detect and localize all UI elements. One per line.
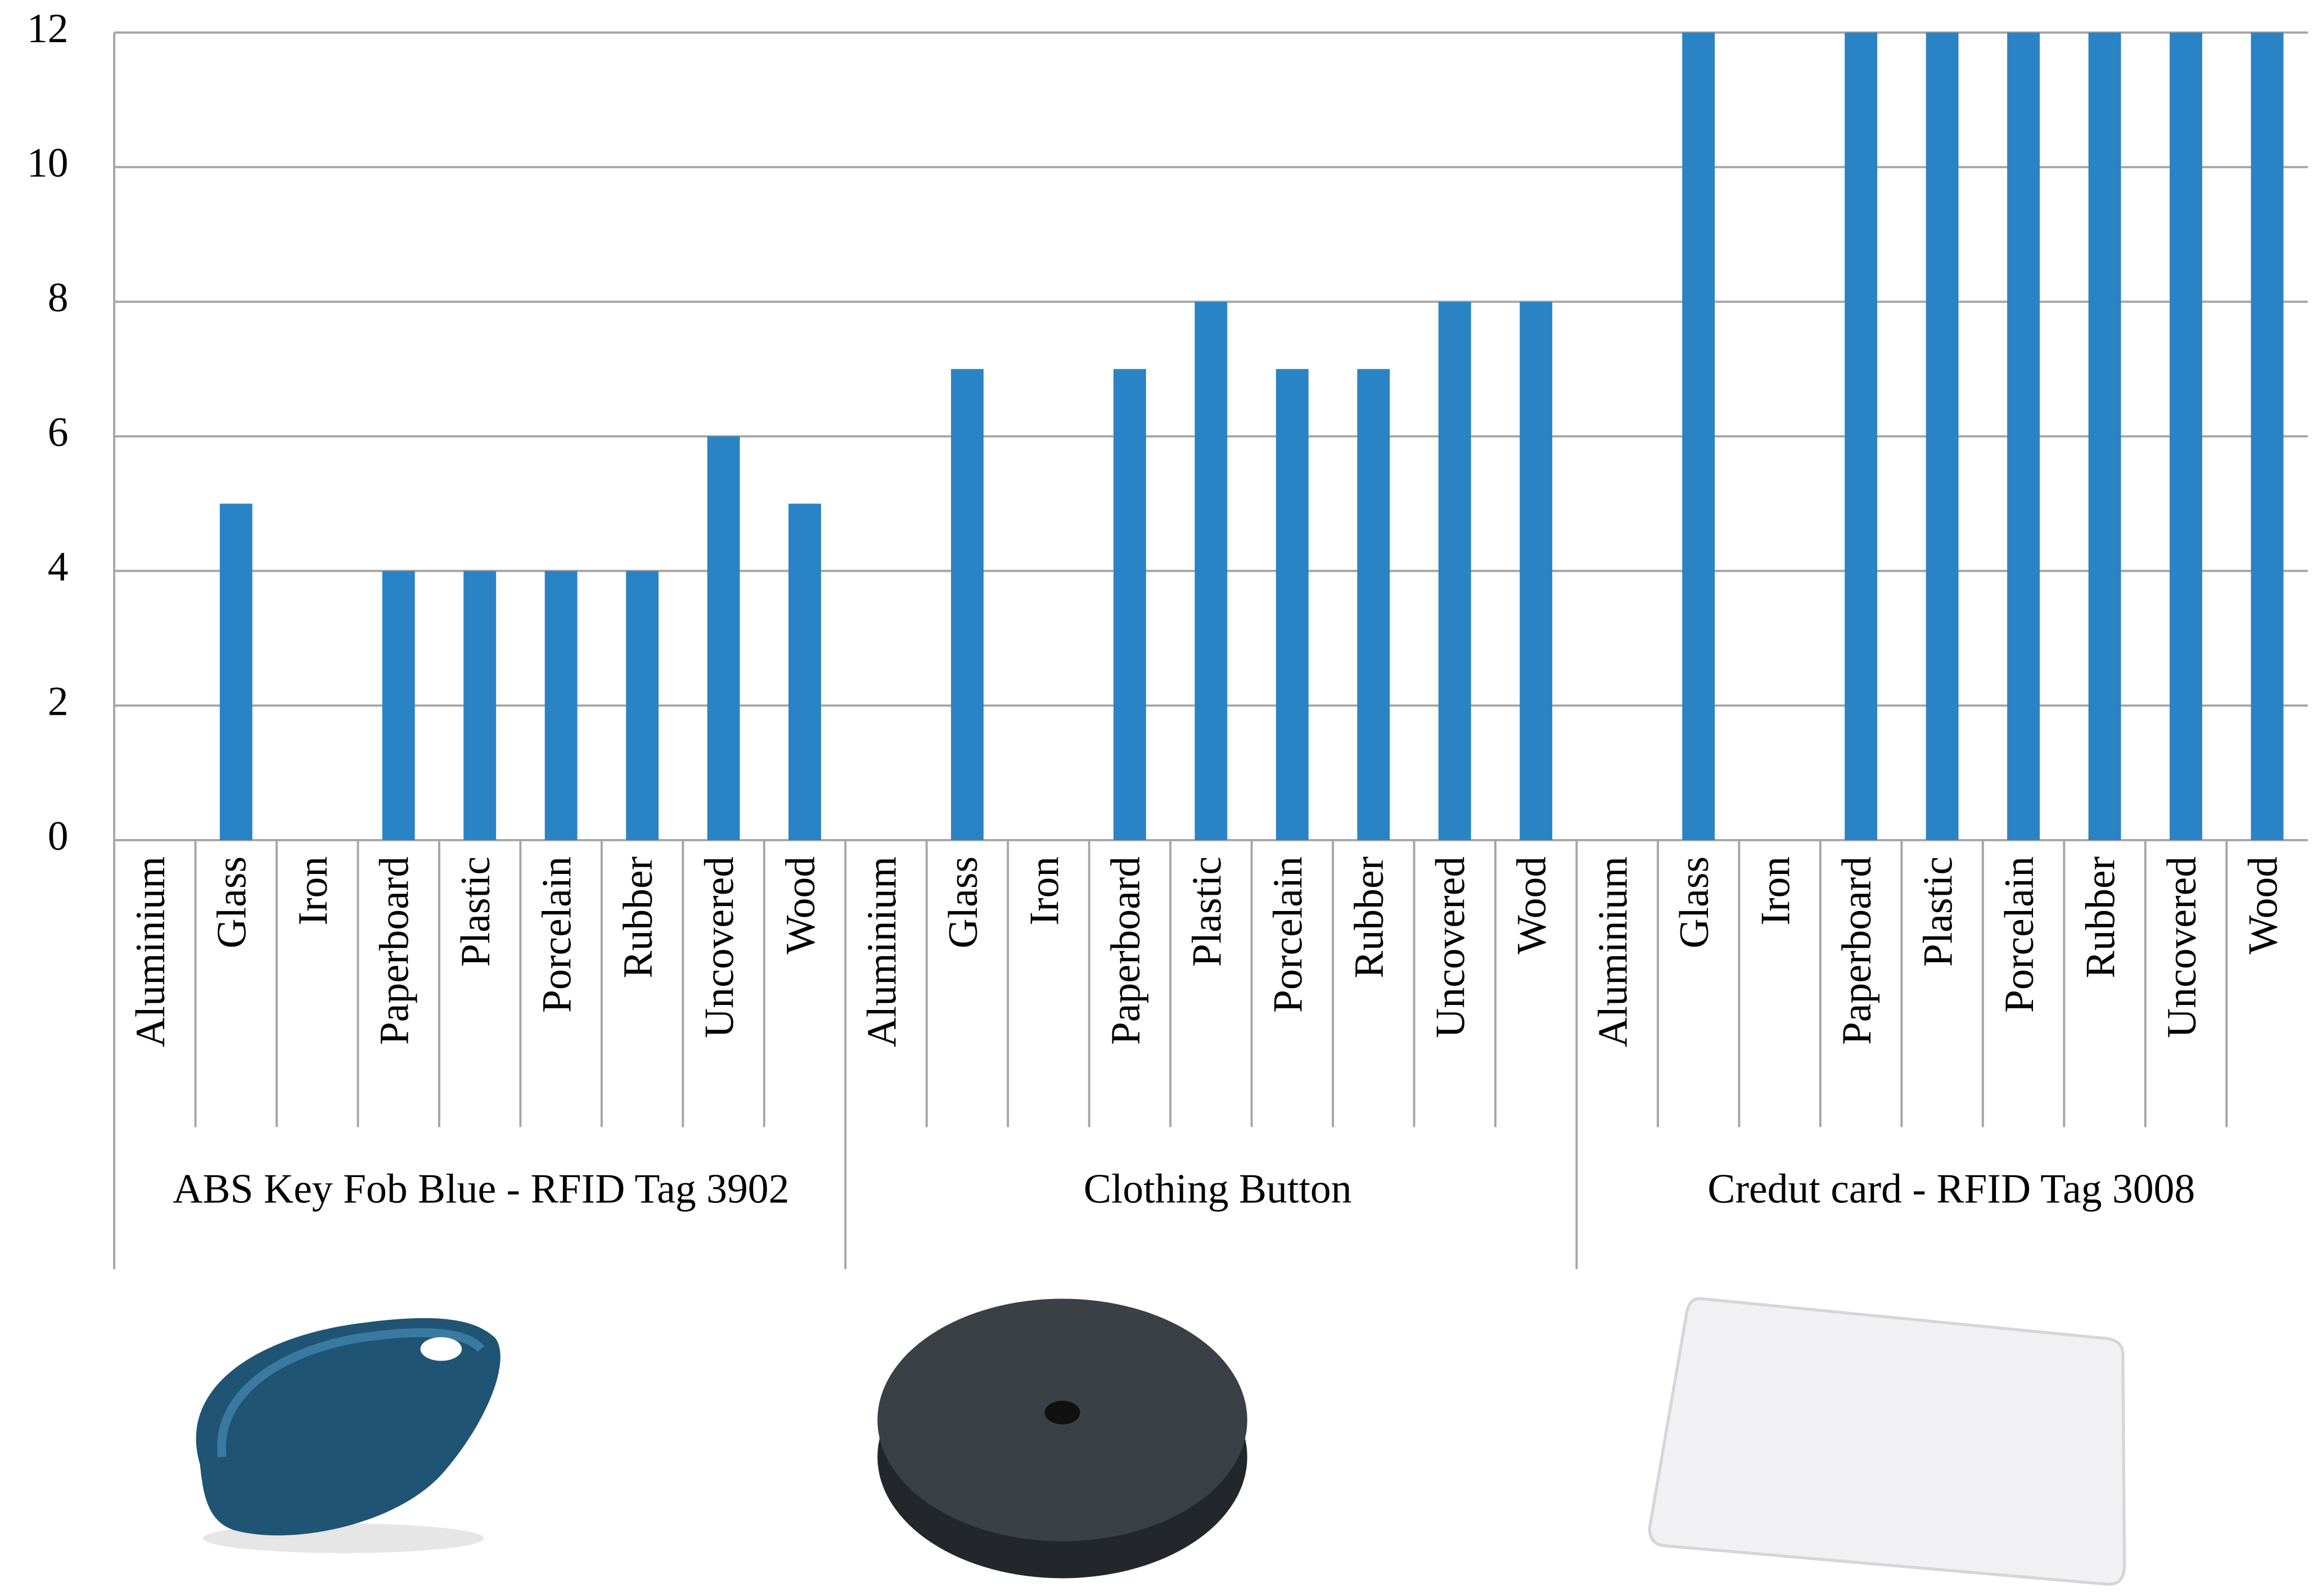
x-tick-label: Uncovered — [2158, 856, 2205, 1038]
x-tick-label: Glass — [1671, 856, 1717, 949]
bar — [1438, 301, 1471, 840]
x-tick-label: Paperboard — [1102, 856, 1148, 1045]
button-picture — [877, 1299, 1247, 1579]
y-tick-label: 10 — [27, 139, 69, 186]
x-tick-label: Aluminium — [1590, 856, 1636, 1048]
x-tick-label: Plastic — [1914, 856, 1960, 967]
x-tick-label: Iron — [290, 856, 336, 926]
bar — [1275, 369, 1309, 840]
x-tick-label: Uncovered — [696, 856, 742, 1038]
x-tick-label: Iron — [1752, 856, 1798, 926]
bar — [951, 369, 984, 840]
x-tick-label: Plastic — [452, 856, 498, 967]
bar — [1520, 301, 1553, 840]
group-label-box: Credut card - RFID Tag 3008 — [1707, 1167, 2196, 1213]
y-tick-label: 8 — [48, 274, 69, 320]
bar — [544, 571, 578, 840]
bar — [1926, 32, 1959, 840]
x-tick-label: Wood — [1508, 856, 1554, 954]
bar — [1113, 369, 1146, 840]
card-picture — [1648, 1297, 2126, 1586]
x-tick-label: Rubber — [2077, 856, 2123, 979]
y-tick-label: 4 — [48, 543, 69, 589]
bar — [2170, 32, 2202, 840]
x-tick-label: Iron — [1021, 856, 1067, 926]
bar — [463, 571, 497, 840]
x-tick-label: Porcelain — [534, 856, 580, 1013]
bar — [2251, 32, 2284, 840]
x-tick-label: Aluminium — [127, 856, 173, 1048]
bar — [1845, 32, 1878, 840]
group-label: Clothing Button — [1083, 1167, 1352, 1213]
x-tick-label: Glass — [209, 856, 255, 949]
x-tick-label: Wood — [2239, 856, 2286, 954]
y-tick-label: 2 — [48, 678, 69, 724]
bar — [626, 571, 659, 840]
group-label: Credut card - RFID Tag 3008 — [1707, 1167, 2196, 1213]
bar — [2088, 32, 2121, 840]
x-tick-label: Aluminium — [858, 856, 904, 1048]
group-label-box: Clothing Button — [1083, 1167, 1352, 1213]
y-tick-label: 12 — [27, 5, 69, 51]
bar — [1194, 301, 1228, 840]
x-tick-label: Glass — [940, 856, 986, 949]
bar — [788, 503, 821, 840]
x-tick-label: Rubber — [615, 856, 661, 979]
x-tick-label: Porcelain — [1265, 856, 1311, 1013]
key-fob-picture — [196, 1318, 501, 1553]
bar — [1357, 369, 1390, 840]
bar — [707, 436, 740, 840]
x-tick-label: Rubber — [1346, 856, 1392, 979]
group-label: ABS Key Fob Blue - RFID Tag 3902 — [173, 1167, 790, 1213]
y-tick-label: 0 — [48, 813, 69, 859]
group-label-box: ABS Key Fob Blue - RFID Tag 3902 — [173, 1167, 790, 1213]
x-tick-label: Uncovered — [1427, 856, 1473, 1038]
bar — [219, 503, 253, 840]
x-tick-label: Paperboard — [371, 856, 417, 1045]
y-tick-label: 6 — [48, 409, 69, 455]
bar — [382, 571, 415, 840]
x-tick-label: Plastic — [1183, 856, 1229, 967]
bar — [2007, 32, 2040, 840]
x-tick-label: Paperboard — [1833, 856, 1879, 1045]
x-tick-label: Porcelain — [1996, 856, 2042, 1013]
x-tick-label: Wood — [777, 856, 823, 954]
bar — [1682, 32, 1715, 840]
